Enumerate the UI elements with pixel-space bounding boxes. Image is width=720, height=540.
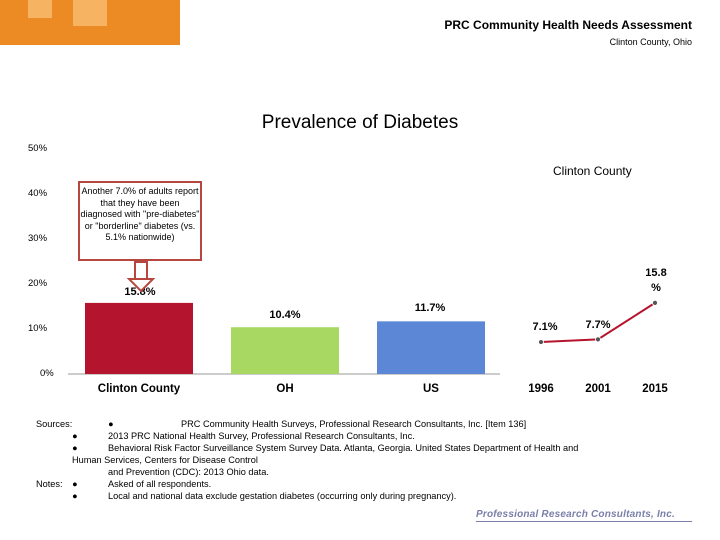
brand-logo-text: Professional Research Consultants, Inc. xyxy=(476,509,675,520)
report-subtitle: Clinton County, Ohio xyxy=(609,37,692,47)
trend-point xyxy=(652,299,658,306)
report-title: PRC Community Health Needs Assessment xyxy=(444,18,692,32)
bar-value-label: 11.7% xyxy=(415,302,446,314)
bar-0 xyxy=(85,302,193,374)
trend-year-label: 1996 xyxy=(528,383,554,395)
bullet-icon: ● xyxy=(72,443,78,453)
logo-square xyxy=(73,0,107,26)
y-tick-label: 50% xyxy=(28,143,48,154)
y-tick-label: 10% xyxy=(28,323,48,334)
y-tick-label: 30% xyxy=(28,233,48,244)
callout-arrow xyxy=(126,261,156,293)
trend-point xyxy=(595,336,601,343)
bar-value-label: 15.8% xyxy=(124,286,155,298)
trend-value-label: 7.1% xyxy=(532,321,557,333)
trend-series-label: Clinton County xyxy=(553,164,632,178)
trend-value-label: % xyxy=(651,282,661,294)
source-item: and Prevention (CDC): 2013 Ohio data. xyxy=(108,467,269,477)
bullet-icon: ● xyxy=(72,479,78,489)
trend-value-label: 7.7% xyxy=(585,319,610,331)
brand-underline xyxy=(476,521,692,522)
source-item: 2013 PRC National Health Survey, Profess… xyxy=(108,431,415,441)
source-item: Behavioral Risk Factor Surveillance Syst… xyxy=(108,443,579,453)
y-tick-label: 0% xyxy=(40,368,54,379)
sources-label: Sources: xyxy=(36,419,73,429)
notes-label: Notes: xyxy=(36,479,63,489)
trend-point xyxy=(538,339,544,345)
note-item: Asked of all respondents. xyxy=(108,479,212,489)
bullet-icon: ● xyxy=(108,419,114,429)
source-item: Human Services, Centers for Disease Cont… xyxy=(72,455,258,465)
trend-year-label: 2001 xyxy=(585,383,611,395)
bullet-icon: ● xyxy=(72,431,78,441)
x-category-label: US xyxy=(423,383,439,395)
y-tick-label: 20% xyxy=(28,278,48,289)
bullet-icon: ● xyxy=(72,491,78,501)
logo-square xyxy=(28,0,52,18)
y-tick-label: 40% xyxy=(28,188,48,199)
note-item: Local and national data exclude gestatio… xyxy=(108,491,457,501)
bar-1 xyxy=(231,327,339,374)
chart-title: Prevalence of Diabetes xyxy=(261,112,459,133)
trend-value-label: 15.8 xyxy=(645,267,666,279)
pre-diabetes-callout: Another 7.0% of adults report that they … xyxy=(78,181,202,261)
bar-2 xyxy=(377,321,485,374)
x-category-label: Clinton County xyxy=(98,383,181,395)
bar-value-label: 10.4% xyxy=(269,309,300,321)
source-item: PRC Community Health Surveys, Profession… xyxy=(181,419,527,429)
trend-year-label: 2015 xyxy=(642,383,668,395)
x-category-label: OH xyxy=(276,383,293,395)
